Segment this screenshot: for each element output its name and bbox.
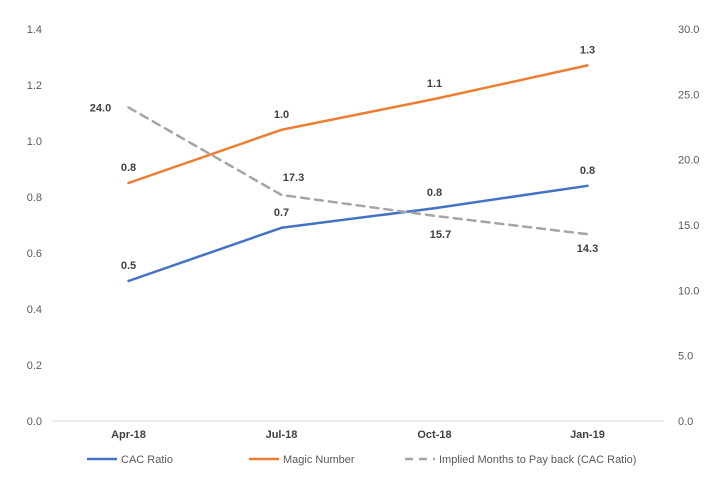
series-line-magic-number xyxy=(127,64,589,185)
data-label: 1.0 xyxy=(274,109,289,121)
right-axis-tick-label: 25.0 xyxy=(678,89,699,101)
series-line-cac-ratio xyxy=(127,184,589,283)
left-axis-ticks: 0.0 0.2 0.4 0.6 0.8 1.0 1.2 1.4 xyxy=(27,24,42,428)
left-axis-tick-label: 1.0 xyxy=(27,136,42,148)
x-axis-tick-label: Oct-18 xyxy=(417,429,451,441)
x-axis-tick-label: Jul-18 xyxy=(266,429,298,441)
left-axis-tick-label: 0.2 xyxy=(27,360,42,372)
legend: CAC Ratio Magic Number Implied Months to P… xyxy=(87,454,636,466)
legend-label: Magic Number xyxy=(283,454,355,466)
series-lines xyxy=(127,64,589,283)
left-axis-tick-label: 0.4 xyxy=(27,304,42,316)
legend-label: CAC Ratio xyxy=(121,454,173,466)
data-label: 15.7 xyxy=(430,229,451,241)
data-labels: 0.5 0.7 0.8 0.8 0.8 1.0 1.1 1.3 24.0 17.3 15.7 14.3 xyxy=(90,44,598,272)
left-axis-tick-label: 0.0 xyxy=(27,416,42,428)
x-axis-ticks: Apr-18 Jul-18 Oct-18 Jan-19 xyxy=(111,429,605,441)
right-axis-tick-label: 10.0 xyxy=(678,285,699,297)
data-label: 0.5 xyxy=(121,260,136,272)
data-label: 24.0 xyxy=(90,102,111,114)
right-axis-tick-label: 30.0 xyxy=(678,24,699,36)
data-label: 17.3 xyxy=(283,172,304,184)
data-label: 1.1 xyxy=(427,78,442,90)
right-axis-tick-label: 5.0 xyxy=(678,351,693,363)
data-label: 0.8 xyxy=(580,165,595,177)
data-label: 0.7 xyxy=(274,207,289,219)
left-axis-tick-label: 1.2 xyxy=(27,80,42,92)
legend-label: Implied Months to Pay back (CAC Ratio) xyxy=(439,454,636,466)
right-axis-tick-label: 20.0 xyxy=(678,155,699,167)
x-axis-tick-label: Apr-18 xyxy=(111,429,146,441)
right-axis-ticks: 0.0 5.0 10.0 15.0 20.0 25.0 30.0 xyxy=(678,24,699,428)
data-label: 14.3 xyxy=(577,243,598,255)
series-line-implied-months-to-pay-back-cac-ratio xyxy=(127,106,589,236)
left-axis-tick-label: 1.4 xyxy=(27,24,42,36)
data-label: 0.8 xyxy=(427,187,442,199)
x-axis-tick-label: Jan-19 xyxy=(570,429,605,441)
data-label: 0.8 xyxy=(121,162,136,174)
left-axis-tick-label: 0.8 xyxy=(27,192,42,204)
right-axis-tick-label: 0.0 xyxy=(678,416,693,428)
data-label: 1.3 xyxy=(580,44,595,56)
right-axis-tick-label: 15.0 xyxy=(678,220,699,232)
left-axis-tick-label: 0.6 xyxy=(27,248,42,260)
